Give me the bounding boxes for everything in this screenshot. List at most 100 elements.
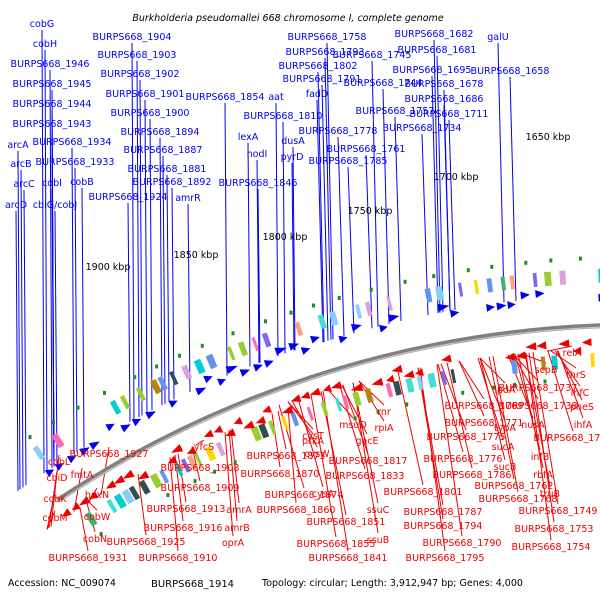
reverse-gene-label: ssuC — [367, 505, 390, 516]
reverse-gene-label: cobW — [84, 512, 111, 523]
forward-gene-label: BURPS668_1757 — [356, 106, 435, 117]
forward-gene-label: arcD — [5, 200, 27, 211]
cog-block — [121, 488, 135, 505]
forward-gene-connector — [431, 75, 439, 314]
reverse-gene-label: infC — [571, 388, 590, 399]
forward-gene-label: BURPS668_1686 — [405, 94, 484, 105]
forward-gene-arrow — [535, 290, 545, 298]
forward-gene-arrow — [168, 400, 178, 408]
forward-gene-label: arcC — [13, 179, 35, 190]
reverse-gene-label: BURPS668_1794 — [404, 521, 483, 532]
forward-gene-connector — [371, 60, 379, 327]
cog-block — [159, 469, 170, 484]
reverse-gene-label: BURPS668_1909 — [161, 483, 240, 494]
forward-gene-connector — [20, 169, 24, 488]
reverse-gene-label: amrA — [226, 505, 252, 516]
cog-block — [334, 397, 343, 412]
forward-gene-connector — [51, 188, 55, 467]
forward-gene-arrow — [350, 323, 362, 332]
forward-gene-label: BURPS668_1793 — [286, 47, 365, 58]
forward-gene-arrow — [195, 387, 207, 396]
reverse-gene-arrow — [558, 339, 570, 348]
reverse-gene-arrow — [371, 377, 384, 386]
forward-gene-label: cobI — [42, 178, 62, 189]
tick-marker — [312, 303, 315, 308]
reverse-gene-label: BURPS668_1833 — [326, 471, 405, 482]
cog-block — [540, 356, 547, 371]
forward-gene-arrow — [388, 314, 400, 323]
reverse-gene-label: BURPS668_1771 — [445, 418, 524, 429]
forward-gene-label: BURPS668_1933 — [36, 157, 115, 168]
ruler-labels: 1650 kbp 1700 kbp 1750 kbp 1800 kbp 1850 kbp… — [86, 132, 571, 273]
reverse-gene-label: BURPS668_1754 — [512, 542, 591, 553]
reverse-gene-arrow — [331, 381, 343, 389]
forward-gene-label: cobH — [33, 39, 57, 50]
reverse-gene-label: hoxN — [85, 490, 109, 501]
forward-gene-connector — [256, 159, 260, 363]
tick-marker — [133, 375, 137, 380]
cog-block — [317, 314, 327, 330]
reverse-gene-label: BURPS668_1931 — [49, 553, 128, 564]
cog-block — [364, 301, 373, 317]
forward-gene-connector — [149, 118, 153, 411]
reverse-gene-label: fmtA — [71, 470, 94, 481]
reverse-gene-label: BURPS668_1790 — [423, 538, 502, 549]
tick-marker — [200, 343, 204, 348]
forward-gene-connector — [257, 188, 261, 363]
reverse-gene-label: BURPS668_1775 — [427, 432, 506, 443]
cog-block — [341, 395, 350, 410]
reverse-gene-label: BURPS668_1925 — [107, 537, 186, 548]
cog-block — [500, 276, 507, 291]
tick-marker — [405, 402, 409, 407]
cog-block — [251, 337, 260, 352]
cog-block — [386, 296, 393, 311]
tick-marker — [231, 331, 235, 336]
forward-gene-label: BURPS668_1887 — [124, 145, 203, 156]
forward-gene-arrow — [66, 455, 77, 464]
reverse-gene-connector — [322, 390, 349, 552]
reverse-gene-label: BURPS668_1787 — [404, 507, 483, 518]
reverse-gene-arrow — [88, 491, 99, 500]
cog-block — [320, 401, 329, 417]
cog-block — [294, 321, 304, 337]
reverse-gene-connector — [436, 364, 463, 537]
forward-gene-connector — [15, 210, 19, 491]
reverse-gene-connector — [137, 473, 147, 536]
reverse-gene-connector — [271, 413, 281, 468]
forward-gene-label: BURPS668_1682 — [395, 29, 474, 40]
forward-gene-label: BURPS668_1901 — [106, 89, 185, 100]
forward-gene-connector — [166, 174, 170, 402]
tick-marker — [403, 279, 407, 284]
tick-marker — [233, 460, 237, 465]
forward-gene-label: BURPS668_1902 — [101, 69, 180, 80]
tick-marker — [524, 260, 528, 265]
reverse-gene-connector — [458, 360, 485, 417]
forward-gene-arrow — [105, 423, 115, 432]
tick-marker — [103, 390, 106, 395]
tick-marker — [28, 435, 32, 440]
forward-gene-arrow — [300, 347, 311, 355]
reverse-gene-connector — [228, 430, 238, 522]
reverse-gene-connector — [287, 407, 297, 504]
cog-block — [109, 399, 122, 415]
forward-gene-label: BURPS668_1745 — [333, 50, 412, 61]
forward-gene-connector — [382, 88, 390, 324]
forward-gene-arrow — [437, 303, 450, 312]
reverse-gene-label: lpdA — [494, 385, 516, 396]
ruler-label: 1750 kbp — [348, 206, 393, 217]
ruler-label: 1900 kbp — [86, 262, 131, 273]
reverse-gene-label: infB — [531, 452, 550, 463]
forward-gene-connector — [71, 147, 75, 454]
reverse-gene-connector — [195, 439, 205, 446]
forward-gene-connector — [282, 121, 286, 354]
tick-marker — [264, 319, 267, 324]
reverse-gene-connector — [528, 352, 555, 523]
forward-gene-label: nodI — [247, 149, 268, 160]
cog-block — [181, 364, 193, 380]
cog-block — [392, 380, 402, 396]
cog-block — [149, 473, 163, 489]
forward-gene-arrow — [203, 375, 213, 384]
reverse-gene-label: relA — [563, 348, 582, 359]
reverse-gene-label: cysT — [302, 431, 324, 442]
reverse-gene-label: BURPS668_1860 — [257, 505, 336, 516]
